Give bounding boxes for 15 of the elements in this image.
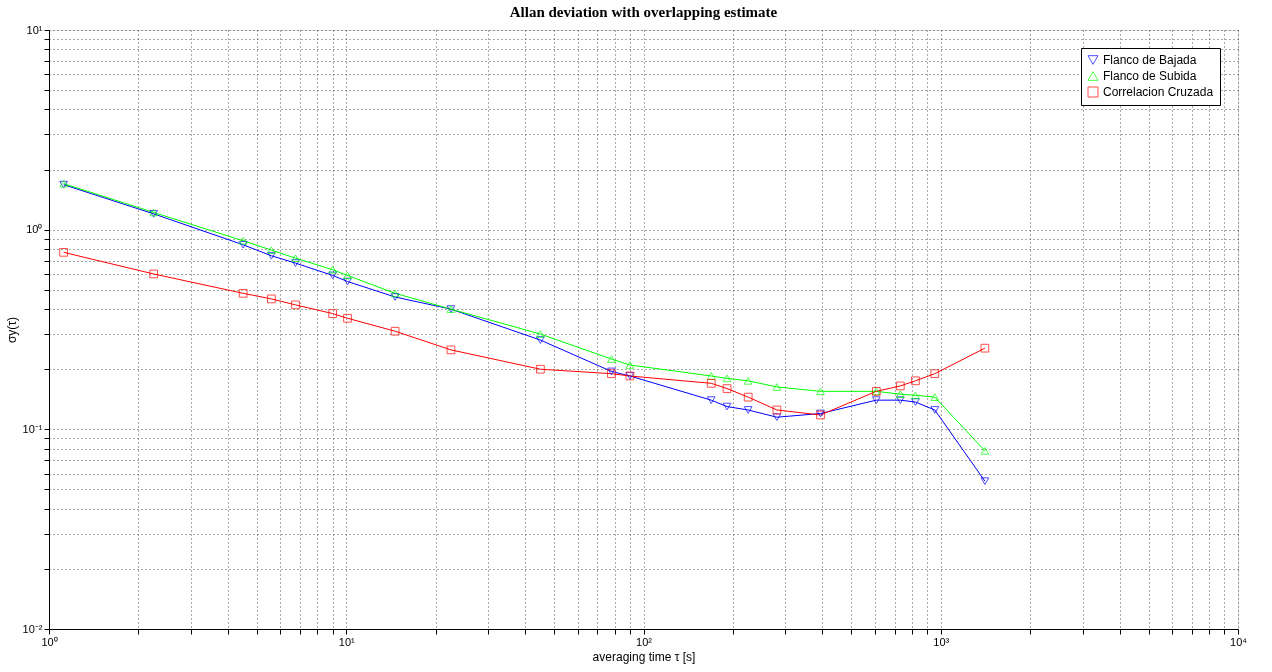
x-tick-label: 10³	[933, 635, 950, 648]
x-tick-label: 10²	[636, 635, 653, 648]
legend-label: Flanco de Bajada	[1103, 53, 1197, 67]
x-tick-label: 10¹	[338, 635, 356, 648]
x-axis-title: averaging time τ [s]	[592, 649, 696, 664]
legend-label: Correlacion Cruzada	[1103, 85, 1214, 99]
y-tick-label: 10¹	[26, 23, 43, 36]
y-tick-label: 10⁻²	[22, 622, 43, 635]
x-tick-label: 10⁴	[1230, 635, 1248, 648]
y-axis-title: σy(τ)	[4, 316, 19, 344]
legend-label: Flanco de Subida	[1103, 69, 1197, 83]
y-tick-label: 10⁻¹	[22, 422, 43, 435]
x-tick-label: 10⁰	[41, 635, 58, 648]
chart-title: Allan deviation with overlapping estimate	[509, 4, 778, 20]
y-tick-label: 10⁰	[26, 223, 43, 236]
